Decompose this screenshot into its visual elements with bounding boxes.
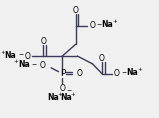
Text: O: O bbox=[73, 6, 79, 15]
Text: O: O bbox=[99, 54, 105, 63]
Text: Na: Na bbox=[102, 20, 114, 29]
Text: O: O bbox=[90, 21, 95, 30]
Text: −: − bbox=[97, 21, 102, 26]
Text: +: + bbox=[57, 92, 62, 97]
Text: O: O bbox=[59, 84, 65, 93]
Text: −: − bbox=[31, 61, 37, 66]
Text: Na: Na bbox=[18, 60, 30, 69]
Text: Na: Na bbox=[47, 93, 59, 102]
Text: +: + bbox=[137, 67, 142, 72]
Text: −: − bbox=[121, 69, 126, 74]
Text: O: O bbox=[40, 61, 45, 70]
Text: Na: Na bbox=[126, 68, 138, 77]
Text: −: − bbox=[18, 52, 24, 57]
Text: +: + bbox=[0, 50, 5, 55]
Text: +: + bbox=[70, 92, 75, 97]
Text: Na: Na bbox=[5, 51, 16, 60]
Text: O: O bbox=[114, 69, 120, 78]
Text: +: + bbox=[113, 19, 118, 24]
Text: O: O bbox=[41, 37, 46, 46]
Text: O: O bbox=[24, 52, 30, 61]
Text: P: P bbox=[60, 69, 65, 78]
Text: Na: Na bbox=[60, 93, 72, 102]
Text: −: − bbox=[66, 88, 72, 93]
Text: O: O bbox=[76, 69, 82, 78]
Text: +: + bbox=[14, 59, 18, 64]
